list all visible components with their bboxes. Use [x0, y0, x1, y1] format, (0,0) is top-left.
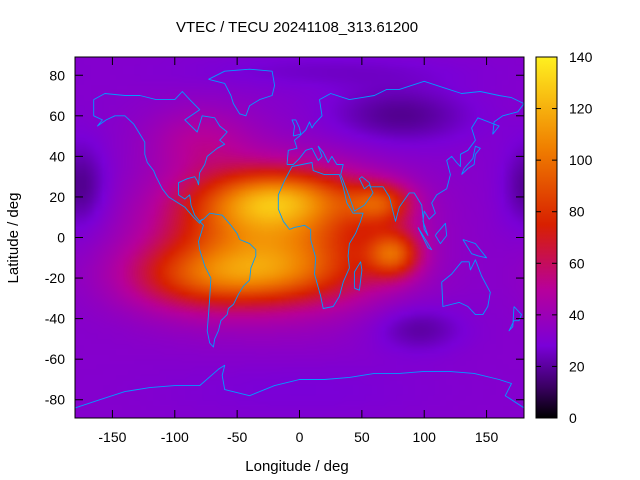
y-tick-label: -60 — [45, 351, 65, 367]
colorbar-tick-label: 0 — [569, 410, 577, 426]
colorbar-ticks: 0 20 40 60 80 100 120 140 — [536, 49, 593, 426]
colorbar-tick-label: 100 — [569, 152, 593, 168]
coastline-new-zealand — [508, 306, 522, 332]
chart-title: VTEC / TECU 20241108_313.61200 — [176, 19, 418, 36]
coastline-north-america — [93, 91, 228, 224]
y-axis-label: Latitude / deg — [5, 193, 22, 284]
coastline-south-america — [198, 212, 257, 348]
x-tick-label: -150 — [98, 429, 126, 445]
y-tick-label: -20 — [45, 270, 65, 286]
colorbar-gradient — [535, 56, 558, 419]
colorbar-tick-label: 20 — [569, 358, 585, 374]
y-tick-label: 40 — [49, 148, 65, 164]
coastline-sumatra — [417, 227, 433, 251]
coastline-new-guinea — [462, 239, 488, 259]
x-axis-label: Longitude / deg — [245, 458, 348, 475]
y-axis-ticks: -80 -60 -40 -20 0 20 40 60 80 — [45, 67, 524, 408]
coastline-japan — [461, 145, 481, 175]
y-tick-label: -80 — [45, 392, 65, 408]
coastline-australia — [441, 259, 491, 316]
colorbar-tick-label: 40 — [569, 307, 585, 323]
coastline-eurasia — [286, 80, 525, 236]
colorbar-tick-label: 120 — [569, 101, 593, 117]
colorbar-tick-label: 140 — [569, 49, 593, 65]
x-tick-label: 0 — [296, 429, 304, 445]
x-axis-ticks: -150 -100 -50 0 50 100 150 — [98, 57, 498, 445]
coastline-uk — [291, 119, 302, 137]
y-tick-label: 80 — [49, 67, 65, 83]
x-tick-label: 50 — [354, 429, 370, 445]
y-tick-label: 60 — [49, 108, 65, 124]
y-tick-label: -40 — [45, 311, 65, 327]
x-tick-label: -50 — [227, 429, 247, 445]
y-tick-label: 0 — [57, 230, 65, 246]
heatmap-area: -150 -100 -50 0 50 100 150 -80 -60 -40 -20 0 20 40 60… — [45, 56, 525, 445]
colorbar-tick-label: 60 — [569, 255, 585, 271]
x-tick-label: -100 — [161, 429, 189, 445]
coastline-greenland — [208, 68, 276, 117]
coastline-borneo — [435, 222, 448, 245]
x-tick-label: 150 — [475, 429, 499, 445]
coastline-madagascar — [353, 261, 363, 291]
x-tick-label: 100 — [413, 429, 437, 445]
colorbar-tick-label: 80 — [569, 204, 585, 220]
vtec-heatmap — [75, 57, 524, 418]
coastline-africa — [277, 162, 364, 309]
y-tick-label: 20 — [49, 189, 65, 205]
colorbar: 0 20 40 60 80 100 120 140 — [535, 49, 593, 426]
coastline-antarctica — [74, 364, 525, 409]
coastlines — [74, 68, 525, 409]
